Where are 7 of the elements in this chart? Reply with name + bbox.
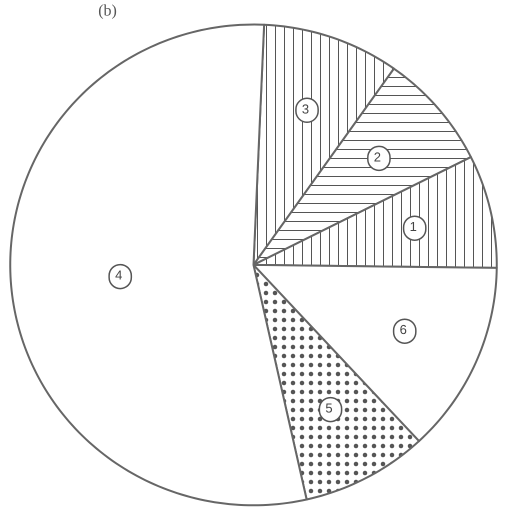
slice-label: 1 [410, 219, 417, 234]
chart-title: (b) [98, 2, 117, 20]
slice-label: 4 [115, 268, 122, 283]
slice-label: 2 [374, 149, 382, 164]
slice-label: 5 [325, 400, 333, 416]
slice-label: 6 [400, 322, 407, 338]
slice-label: 3 [302, 101, 310, 116]
